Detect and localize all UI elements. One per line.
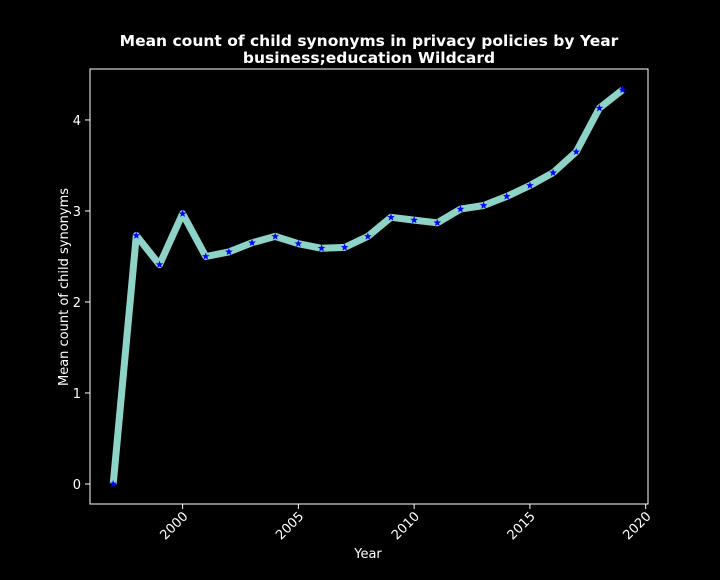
plot-frame	[89, 68, 649, 505]
data-point-marker	[294, 239, 303, 247]
y-axis-label: Mean count of child synonyms	[57, 188, 72, 386]
data-point-marker	[178, 209, 187, 217]
y-tick-label: 4	[73, 114, 81, 129]
data-point-marker	[387, 213, 395, 221]
data-point-marker	[364, 232, 372, 240]
data-point-marker	[340, 243, 349, 251]
data-point-marker	[109, 479, 117, 488]
data-point-marker	[201, 252, 210, 260]
data-point-marker	[618, 85, 627, 94]
y-tick-label: 1	[73, 387, 81, 402]
data-point-marker	[132, 231, 141, 239]
y-tick-label: 3	[73, 205, 81, 220]
y-axis-ticks: 0 1 2 3 4	[73, 114, 90, 493]
chart-title: Mean count of child synonyms in privacy …	[120, 32, 619, 50]
data-point-marker	[526, 181, 534, 189]
data-point-marker	[595, 104, 604, 112]
data-point-marker	[155, 260, 164, 268]
data-point-marker	[502, 192, 511, 200]
plot-series	[109, 85, 627, 488]
y-tick-label: 2	[73, 296, 81, 311]
data-point-marker	[456, 205, 465, 213]
data-point-marker	[479, 201, 488, 209]
x-axis-label: Year	[353, 547, 382, 562]
data-point-marker	[225, 247, 233, 256]
data-point-marker	[410, 216, 418, 224]
data-point-marker	[248, 238, 256, 247]
data-point-marker	[433, 218, 442, 227]
chart-subtitle: business;education Wildcard	[243, 49, 495, 67]
data-point-marker	[271, 232, 280, 240]
data-point-marker	[317, 244, 326, 252]
y-tick-label: 0	[73, 478, 81, 493]
data-point-marker	[549, 168, 557, 176]
data-point-marker	[572, 147, 581, 156]
